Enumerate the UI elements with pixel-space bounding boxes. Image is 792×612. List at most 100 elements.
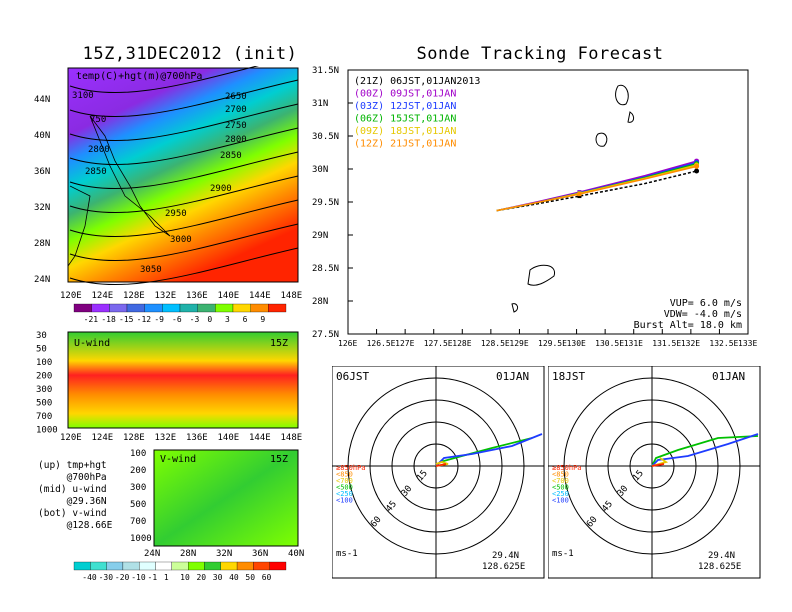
colorbar-tick: -40 <box>82 573 97 582</box>
contour-label: 3050 <box>140 265 162 275</box>
hodograph-18jst: 18JST 01JAN 29.4N 128.625E ms-1 ≥850hPa<… <box>548 366 761 579</box>
tracking-title: Sonde Tracking Forecast <box>416 44 664 64</box>
lat-tick: 40N <box>34 131 50 141</box>
pressure-tick: 500 <box>130 500 146 510</box>
track-endpoint <box>694 168 700 174</box>
contour-label: 2850 <box>85 167 107 177</box>
temp-height-map: temp(C)+hgt(m)@700hPa 2650 2700 2750 2800 28… <box>34 66 303 301</box>
pressure-tick: 1000 <box>130 534 152 544</box>
colorbar-tick: 40 <box>229 573 239 582</box>
vwind-time: 15Z <box>270 454 288 465</box>
lon-tick: 124E <box>92 291 114 301</box>
lon-tick: 129E <box>509 339 528 348</box>
colorbar-swatch <box>268 303 287 313</box>
lat-tick: 30N <box>312 165 328 175</box>
lat-tick: 30.5N <box>312 132 339 142</box>
lon-tick: 128E <box>123 291 145 301</box>
colorbar-swatch <box>215 303 234 313</box>
colorbar-tick: 60 <box>262 573 272 582</box>
hodo-trace-red <box>651 463 665 467</box>
hodo-lat: 29.4N <box>708 551 735 561</box>
lon-tick: 131.5E <box>652 339 681 348</box>
lat-tick: 31.5N <box>312 66 339 76</box>
map-label: temp(C)+hgt(m)@700hPa <box>76 71 202 82</box>
lon-tick: 130E <box>567 339 586 348</box>
hodo-legend-entry: <850 <box>336 471 353 479</box>
island-outline <box>615 84 629 106</box>
sonde-param: VUP= 6.0 m/s <box>670 298 742 309</box>
lat-tick: 28N <box>34 239 50 249</box>
colorbar-swatch <box>162 303 181 313</box>
lon-tick: 127.5E <box>424 339 453 348</box>
pressure-tick: 50 <box>36 345 47 355</box>
colorbar-tick: -30 <box>99 573 114 582</box>
legend-entry: (12Z) 21JST,01JAN <box>354 139 456 150</box>
island-outline <box>595 132 608 147</box>
lon-tick: 132E <box>681 339 700 348</box>
hodo-legend-entry: <500 <box>552 484 569 492</box>
uwind-time: 15Z <box>270 338 288 349</box>
note-line: (up) tmp+hgt <box>38 460 107 471</box>
height-contour <box>69 151 299 190</box>
lon-tick: 128.5E <box>481 339 510 348</box>
hodo-date: 01JAN <box>496 370 529 383</box>
lon-tick: 128E <box>123 433 145 443</box>
colorbar-tick: -18 <box>101 315 116 324</box>
lon-tick: 140E <box>218 291 240 301</box>
hodo-legend-entry: <700 <box>336 477 353 485</box>
contour-label: 2800 <box>225 135 247 145</box>
lat-tick: 27.5N <box>312 330 339 340</box>
colorbar-swatch <box>188 561 205 571</box>
lat-tick: 40N <box>288 549 304 556</box>
colorbar-swatch <box>155 561 172 571</box>
pressure-tick: 300 <box>130 483 146 493</box>
colorbar-tick: 3 <box>225 315 230 324</box>
colorbar-swatch <box>122 561 140 571</box>
lon-tick: 124E <box>92 433 114 443</box>
colorbar-tick: 6 <box>243 315 248 324</box>
japan-coastline <box>89 115 171 237</box>
lon-tick: 132.5E <box>709 339 738 348</box>
colorbar-tick: -1 <box>148 573 158 582</box>
island-outline <box>627 111 635 123</box>
island-outline <box>527 264 556 286</box>
hodo-legend-entry: ≥850hPa <box>552 464 582 472</box>
lat-tick: 29N <box>312 231 328 241</box>
colorbar-swatch <box>144 303 163 313</box>
hodo-date: 01JAN <box>712 370 745 383</box>
hodo-legend-entry: <250 <box>336 490 353 498</box>
legend-entry: (03Z) 12JST,01JAN <box>354 101 456 112</box>
left-panel-title: 15Z,31DEC2012 (init) <box>82 44 298 64</box>
legend-entry: (21Z) 06JST,01JAN2013 <box>354 76 480 87</box>
contour-label: 750 <box>90 115 106 125</box>
colorbar-swatch <box>171 561 189 571</box>
lon-tick: 144E <box>249 291 271 301</box>
tracking-map: 31.5N 31N 30.5N 30N 29.5N 29N 28.5N 28N 27.5N 12… <box>312 66 757 348</box>
height-contour <box>69 223 299 262</box>
note-line: (mid) u-wind <box>38 484 107 495</box>
colorbar-swatch <box>126 303 145 313</box>
map-frame <box>67 67 299 283</box>
height-contour <box>69 66 259 94</box>
lon-tick: 148E <box>281 433 303 443</box>
lat-tick: 24N <box>144 549 160 556</box>
note-line: @128.66E <box>38 520 113 531</box>
track-burst-marker <box>577 192 582 197</box>
colorbar-tick: 30 <box>213 573 223 582</box>
lat-tick: 29.5N <box>312 198 339 208</box>
lat-tick: 24N <box>34 275 50 285</box>
hodo-legend-entry: <700 <box>552 477 569 485</box>
hodo-lon: 128.625E <box>482 562 525 572</box>
lon-tick: 127E <box>395 339 414 348</box>
height-contour <box>69 247 299 286</box>
lon-tick: 126.5E <box>367 339 396 348</box>
colorbar-tick: -10 <box>131 573 146 582</box>
colorbar-tick: -6 <box>172 315 182 324</box>
pressure-tick: 100 <box>130 449 146 459</box>
hodo-unit: ms-1 <box>336 549 358 559</box>
lat-tick: 31N <box>312 99 328 109</box>
colorbar-swatch <box>250 303 269 313</box>
lon-tick: 148E <box>281 291 303 301</box>
hodograph-06jst: 06JST 01JAN 29.4N 128.625E ms-1 ≥850hPa<… <box>332 366 545 579</box>
note-line: @29.36N <box>38 496 107 507</box>
